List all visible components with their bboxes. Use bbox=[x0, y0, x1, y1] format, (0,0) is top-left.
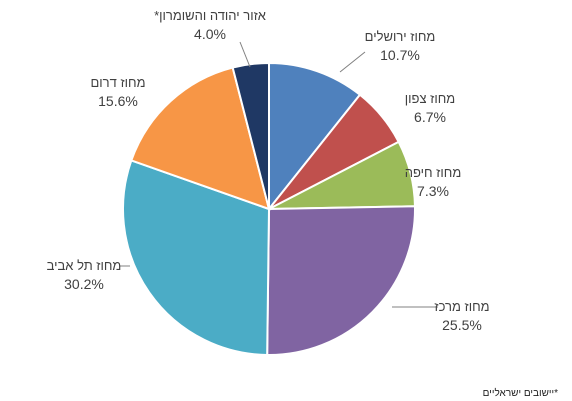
slice-name-label-6: מחוז דרום bbox=[90, 75, 145, 90]
leader-line-7 bbox=[239, 41, 251, 68]
leader-line-1 bbox=[339, 51, 366, 73]
slice-value-label-4: 25.5% bbox=[442, 317, 482, 333]
slice-name-label-2: מחוז צפון bbox=[405, 91, 455, 106]
slice-value-label-5: 30.2% bbox=[64, 276, 104, 292]
slice-name-label-7: אזור יהודה והשומרון* bbox=[154, 8, 266, 23]
slice-value-label-6: 15.6% bbox=[98, 93, 138, 109]
pie-slice-5 bbox=[122, 159, 271, 357]
slice-name-label-1: מחוז ירושלים bbox=[365, 29, 436, 44]
slice-name-label-4: מחוז מרכז bbox=[434, 299, 489, 314]
pie-slice-4 bbox=[266, 205, 416, 356]
pie-slice-6 bbox=[130, 66, 271, 211]
pie-slice-1 bbox=[268, 61, 362, 212]
slice-name-label-5: מחוז תל אביב bbox=[47, 258, 122, 273]
slice-name-label-3: מחוז חיפה bbox=[405, 165, 462, 180]
pie-slice-7 bbox=[231, 61, 270, 210]
slice-value-label-2: 6.7% bbox=[414, 109, 446, 125]
footnote: *יישובים ישראליים bbox=[482, 388, 558, 399]
slice-value-label-3: 7.3% bbox=[417, 183, 449, 199]
slice-value-label-1: 10.7% bbox=[380, 47, 420, 63]
slice-value-label-7: 4.0% bbox=[194, 26, 226, 42]
